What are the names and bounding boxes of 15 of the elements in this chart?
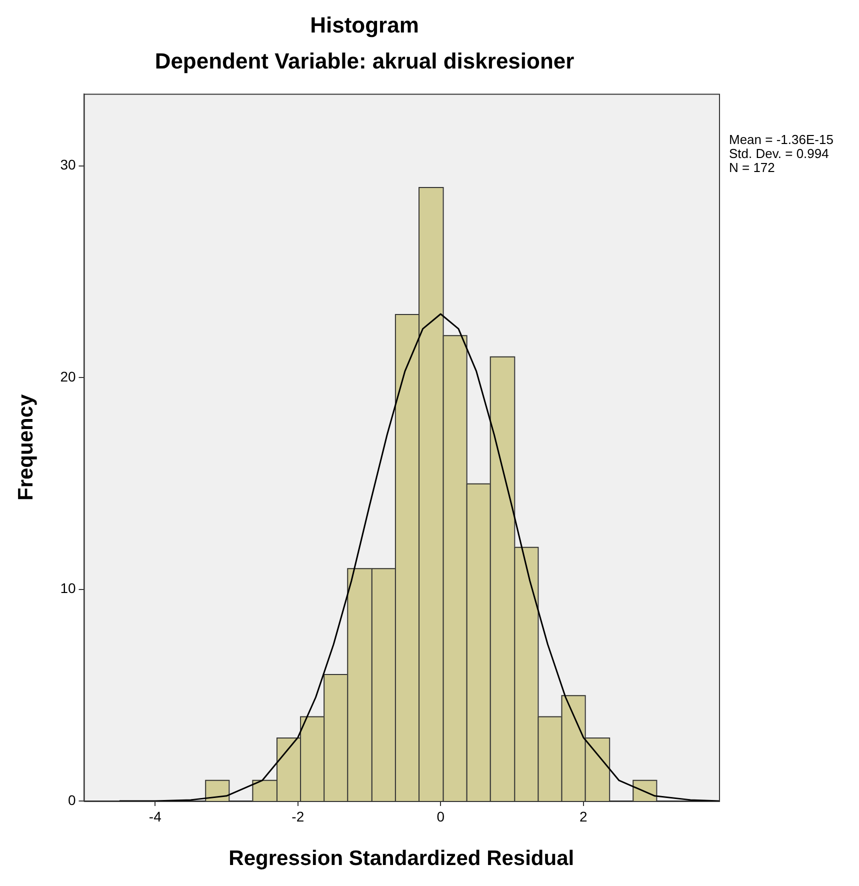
- chart-subtitle: Dependent Variable: akrual diskresioner: [154, 48, 575, 74]
- y-axis-title: Frequency: [14, 394, 38, 500]
- x-tick-label: -4: [148, 808, 162, 824]
- x-tick-label: 2: [579, 808, 588, 824]
- y-tick-label: 10: [60, 580, 76, 596]
- x-axis-title: Regression Standardized Residual: [228, 847, 574, 870]
- text: Std. Dev. = 0.994: [729, 146, 829, 161]
- chart-title: Histogram: [310, 12, 419, 38]
- y-tick-label: 0: [68, 792, 76, 808]
- y-tick-label: 20: [60, 368, 76, 384]
- x-tick-label: -2: [292, 808, 304, 824]
- x-tick-label: 0: [436, 808, 445, 824]
- text: N = 172: [729, 160, 775, 175]
- y-tick-label: 30: [60, 156, 76, 173]
- text: Mean = -1.36E-15: [729, 132, 834, 147]
